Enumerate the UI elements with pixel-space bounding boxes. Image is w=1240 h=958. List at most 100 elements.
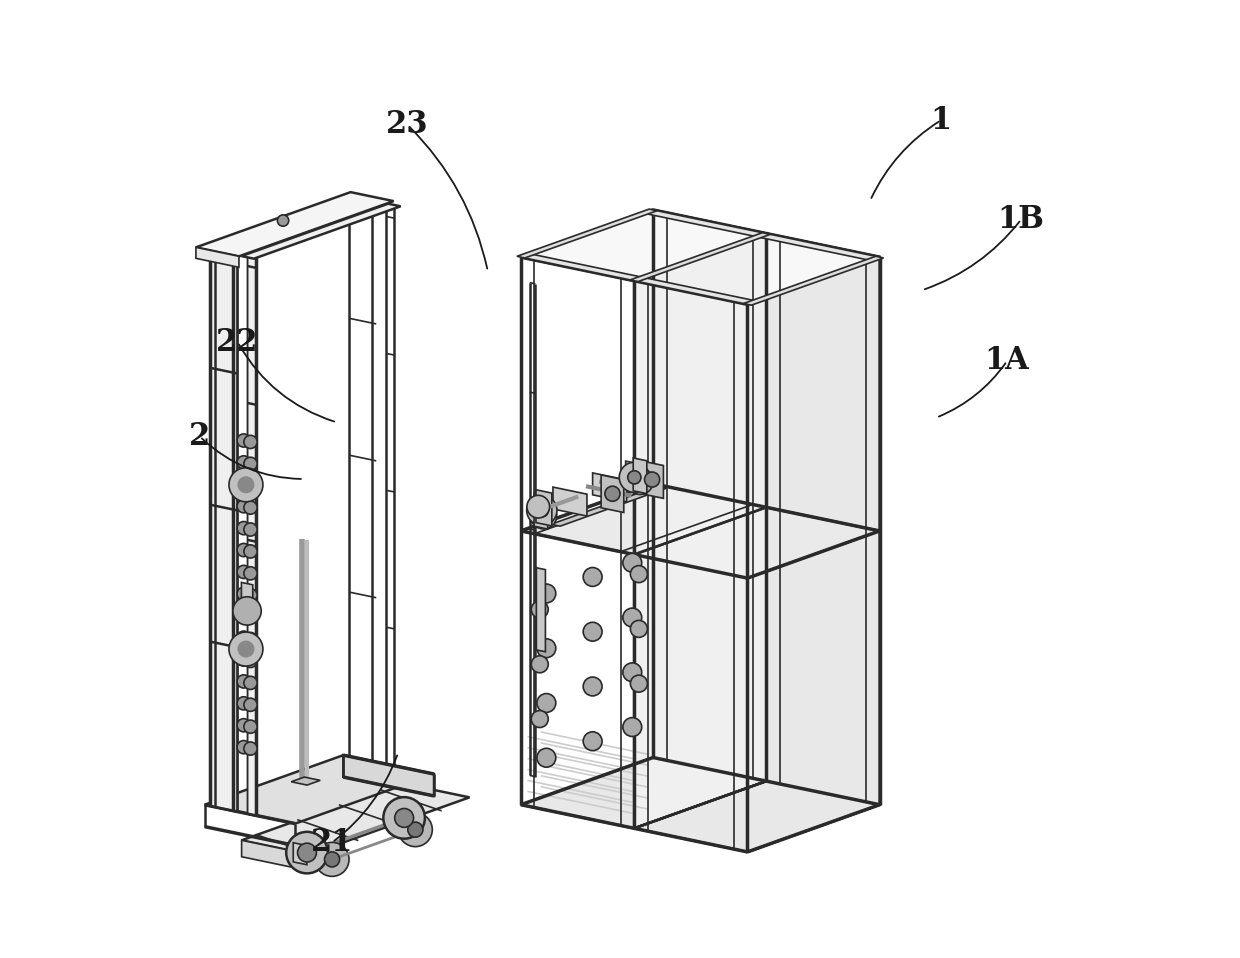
Polygon shape (551, 487, 666, 526)
Circle shape (527, 495, 549, 518)
Polygon shape (630, 233, 770, 282)
Circle shape (237, 696, 250, 710)
Circle shape (237, 565, 250, 579)
Circle shape (244, 545, 257, 559)
Circle shape (244, 698, 257, 712)
Circle shape (531, 503, 557, 529)
Text: 21: 21 (311, 827, 353, 858)
Polygon shape (536, 490, 552, 526)
Circle shape (583, 567, 603, 586)
Circle shape (237, 741, 250, 754)
Circle shape (408, 822, 423, 837)
Text: 22: 22 (217, 327, 259, 357)
Polygon shape (293, 843, 306, 865)
Polygon shape (233, 263, 237, 811)
Circle shape (237, 500, 250, 513)
Circle shape (237, 478, 250, 490)
Circle shape (244, 479, 257, 492)
Circle shape (237, 609, 250, 623)
Polygon shape (521, 254, 756, 305)
Circle shape (630, 621, 647, 637)
Text: 1A: 1A (985, 346, 1029, 376)
Text: 2: 2 (190, 421, 211, 452)
Polygon shape (521, 484, 879, 578)
Circle shape (645, 472, 660, 487)
Polygon shape (517, 209, 657, 258)
Circle shape (237, 631, 250, 644)
Text: 23: 23 (387, 109, 429, 141)
Polygon shape (291, 777, 320, 785)
Circle shape (237, 476, 254, 493)
Circle shape (315, 842, 348, 877)
Circle shape (229, 468, 263, 502)
Polygon shape (534, 493, 548, 529)
Polygon shape (653, 210, 879, 805)
Polygon shape (211, 259, 215, 807)
Circle shape (325, 852, 340, 867)
Circle shape (244, 632, 257, 646)
Circle shape (583, 677, 603, 696)
Circle shape (605, 486, 620, 501)
Circle shape (237, 434, 250, 447)
Circle shape (237, 456, 250, 469)
Polygon shape (248, 255, 255, 815)
Circle shape (298, 843, 316, 862)
Circle shape (229, 632, 263, 666)
Circle shape (394, 809, 414, 828)
Polygon shape (521, 758, 879, 852)
Circle shape (244, 610, 257, 624)
Polygon shape (242, 582, 253, 606)
Circle shape (622, 663, 642, 682)
Circle shape (244, 501, 257, 514)
Circle shape (536, 504, 548, 517)
Circle shape (237, 521, 250, 535)
Circle shape (244, 654, 257, 668)
Circle shape (537, 748, 556, 767)
Polygon shape (641, 461, 663, 498)
Circle shape (286, 832, 327, 874)
Circle shape (278, 215, 289, 226)
Polygon shape (196, 247, 239, 267)
Circle shape (531, 601, 548, 618)
Circle shape (383, 797, 425, 838)
Circle shape (622, 554, 642, 572)
Circle shape (237, 587, 250, 601)
Circle shape (244, 567, 257, 580)
Circle shape (237, 543, 250, 557)
Circle shape (527, 495, 557, 526)
Polygon shape (634, 458, 647, 493)
Polygon shape (744, 257, 884, 306)
Polygon shape (205, 755, 434, 824)
Text: 1B: 1B (998, 204, 1044, 235)
Circle shape (531, 656, 548, 673)
Circle shape (583, 623, 603, 641)
Polygon shape (196, 193, 393, 257)
Polygon shape (553, 487, 587, 516)
Circle shape (237, 653, 250, 666)
Polygon shape (521, 210, 879, 305)
Circle shape (244, 435, 257, 448)
Circle shape (233, 597, 262, 626)
Circle shape (619, 463, 650, 492)
Circle shape (244, 457, 257, 470)
Circle shape (244, 588, 257, 602)
Polygon shape (748, 257, 879, 852)
Circle shape (531, 711, 548, 727)
Polygon shape (343, 755, 434, 796)
Circle shape (244, 741, 257, 755)
Circle shape (244, 720, 257, 733)
Text: 1: 1 (930, 104, 951, 136)
Circle shape (537, 584, 556, 603)
Circle shape (626, 468, 653, 494)
Circle shape (237, 641, 254, 657)
Circle shape (237, 718, 250, 732)
Circle shape (622, 608, 642, 627)
Circle shape (237, 674, 250, 688)
Circle shape (630, 675, 647, 692)
Circle shape (244, 676, 257, 690)
Polygon shape (601, 475, 624, 513)
Circle shape (244, 523, 257, 536)
Circle shape (630, 565, 647, 582)
Polygon shape (537, 568, 546, 651)
Circle shape (622, 718, 642, 737)
